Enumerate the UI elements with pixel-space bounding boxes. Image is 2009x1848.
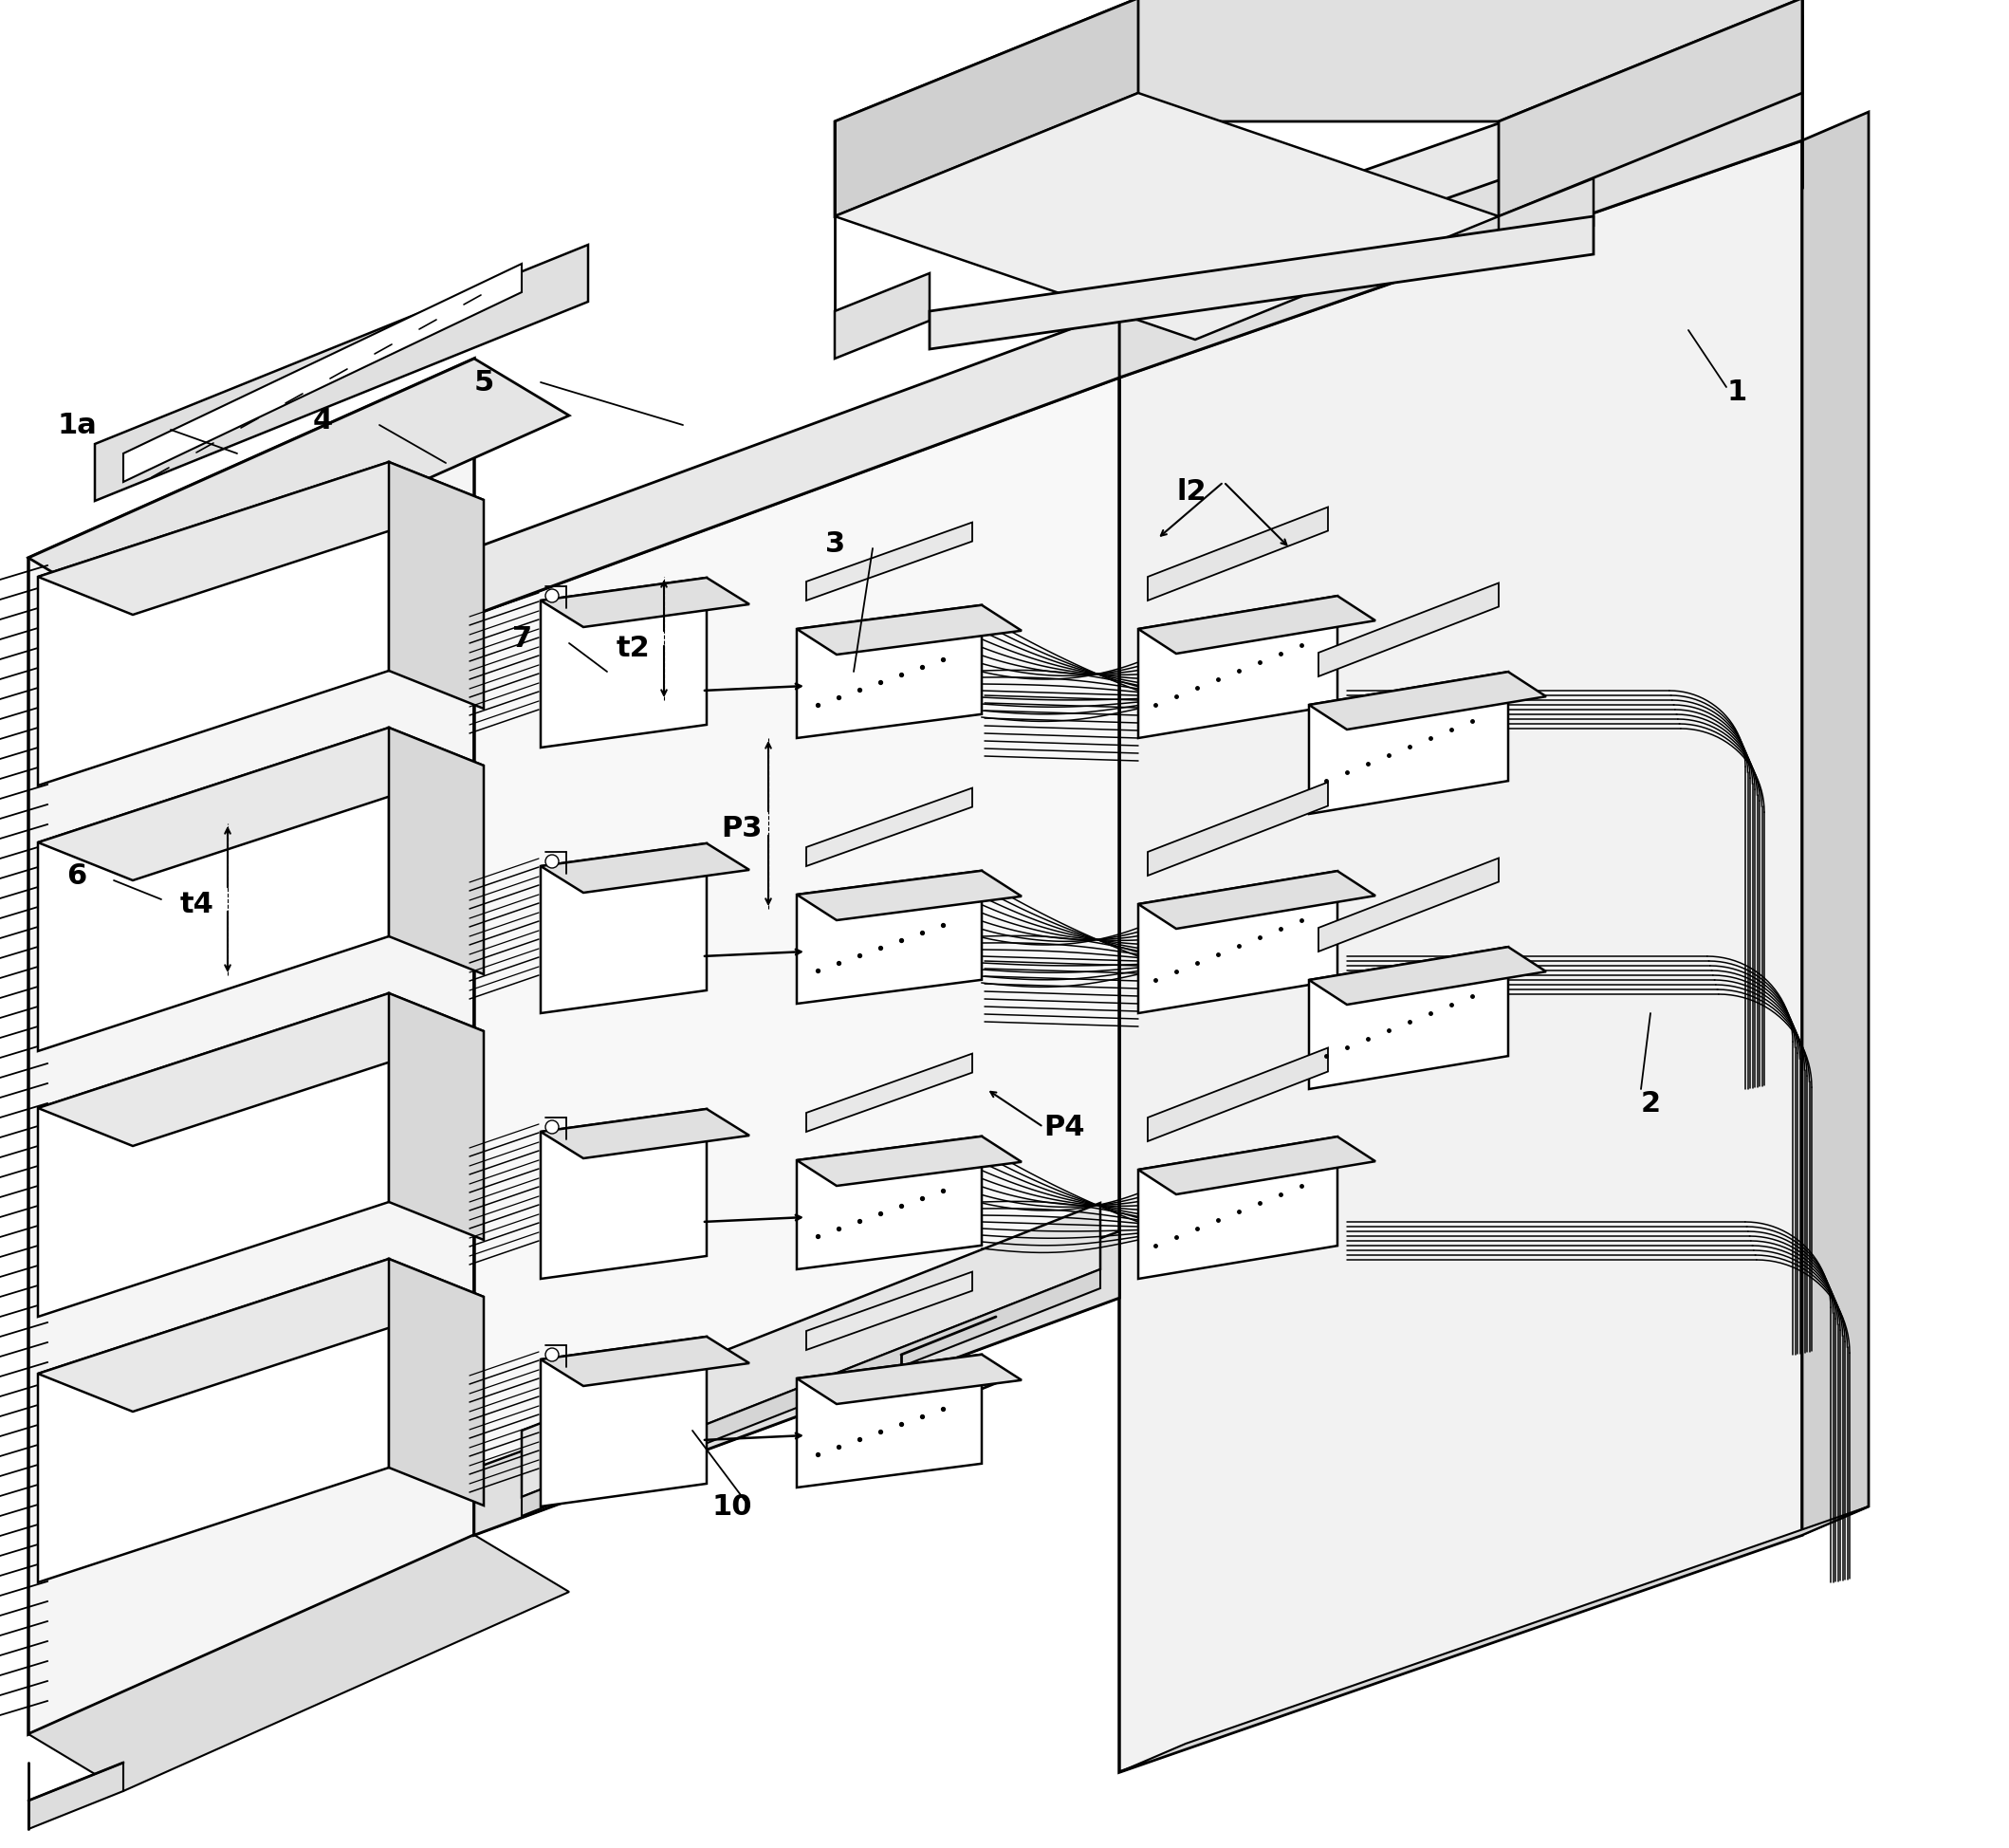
- Polygon shape: [390, 462, 484, 708]
- Polygon shape: [540, 843, 707, 1013]
- Polygon shape: [38, 992, 390, 1318]
- Polygon shape: [390, 992, 484, 1240]
- Polygon shape: [1310, 946, 1547, 1005]
- Polygon shape: [1139, 595, 1338, 737]
- Polygon shape: [540, 1109, 749, 1159]
- Polygon shape: [1119, 216, 1234, 310]
- Polygon shape: [1139, 870, 1338, 1013]
- Polygon shape: [1318, 582, 1499, 676]
- Text: 1: 1: [1726, 379, 1746, 407]
- Polygon shape: [806, 1271, 972, 1349]
- Polygon shape: [1139, 870, 1376, 930]
- Polygon shape: [798, 1355, 1021, 1404]
- Polygon shape: [1147, 782, 1328, 876]
- Polygon shape: [798, 1137, 982, 1270]
- Polygon shape: [38, 992, 484, 1146]
- Polygon shape: [540, 1336, 749, 1386]
- Polygon shape: [834, 274, 930, 359]
- Polygon shape: [1119, 140, 1802, 1772]
- Polygon shape: [390, 728, 484, 974]
- Polygon shape: [540, 1336, 707, 1506]
- Polygon shape: [474, 377, 1119, 1536]
- Text: 5: 5: [474, 370, 494, 397]
- Polygon shape: [798, 604, 982, 737]
- Polygon shape: [474, 1231, 1119, 1536]
- Polygon shape: [390, 1258, 484, 1506]
- Polygon shape: [474, 310, 1119, 615]
- Text: 10: 10: [711, 1493, 751, 1521]
- Circle shape: [544, 856, 559, 869]
- Polygon shape: [1318, 857, 1499, 952]
- Polygon shape: [28, 1536, 569, 1791]
- Polygon shape: [38, 462, 484, 615]
- Polygon shape: [38, 728, 390, 1052]
- Polygon shape: [798, 604, 1021, 654]
- Polygon shape: [1139, 1137, 1376, 1194]
- Polygon shape: [834, 0, 1139, 216]
- Polygon shape: [38, 462, 390, 785]
- Polygon shape: [123, 264, 522, 482]
- Polygon shape: [1310, 946, 1509, 1088]
- Text: 2: 2: [1641, 1090, 1661, 1118]
- Polygon shape: [1139, 1137, 1338, 1279]
- Text: P3: P3: [721, 815, 761, 843]
- Polygon shape: [28, 1763, 123, 1830]
- Polygon shape: [540, 578, 749, 626]
- Polygon shape: [1310, 673, 1509, 813]
- Polygon shape: [834, 92, 1499, 340]
- Text: 6: 6: [66, 863, 86, 891]
- Polygon shape: [798, 1355, 982, 1488]
- Polygon shape: [1234, 17, 1802, 274]
- Text: t2: t2: [617, 634, 651, 662]
- Polygon shape: [1499, 179, 1593, 264]
- Polygon shape: [1147, 506, 1328, 601]
- Polygon shape: [38, 1258, 390, 1582]
- Polygon shape: [522, 1270, 1101, 1515]
- Polygon shape: [1147, 1048, 1328, 1142]
- Polygon shape: [798, 870, 1021, 920]
- Polygon shape: [38, 728, 484, 880]
- Polygon shape: [540, 578, 707, 748]
- Polygon shape: [540, 843, 749, 893]
- Polygon shape: [1802, 113, 1868, 1536]
- Polygon shape: [540, 1109, 707, 1279]
- Polygon shape: [1310, 673, 1547, 730]
- Polygon shape: [1119, 1506, 1868, 1772]
- Polygon shape: [806, 787, 972, 867]
- Circle shape: [544, 590, 559, 602]
- Circle shape: [544, 1120, 559, 1133]
- Text: t4: t4: [181, 891, 215, 918]
- Polygon shape: [798, 1137, 1021, 1186]
- Polygon shape: [1119, 74, 1802, 377]
- Polygon shape: [28, 359, 569, 615]
- Polygon shape: [28, 359, 474, 1733]
- Circle shape: [544, 1347, 559, 1362]
- Text: 1a: 1a: [56, 412, 96, 440]
- Polygon shape: [38, 1258, 484, 1412]
- Text: l2: l2: [1175, 479, 1205, 506]
- Polygon shape: [834, 0, 1802, 122]
- Polygon shape: [798, 870, 982, 1003]
- Polygon shape: [806, 1053, 972, 1131]
- Polygon shape: [806, 523, 972, 601]
- Polygon shape: [94, 244, 589, 501]
- Text: 7: 7: [512, 625, 532, 652]
- Text: 4: 4: [313, 407, 333, 434]
- Text: 3: 3: [826, 530, 846, 558]
- Polygon shape: [1499, 0, 1802, 216]
- Polygon shape: [930, 216, 1593, 349]
- Polygon shape: [1139, 595, 1376, 654]
- Text: P4: P4: [1043, 1114, 1085, 1142]
- Polygon shape: [522, 1203, 1101, 1497]
